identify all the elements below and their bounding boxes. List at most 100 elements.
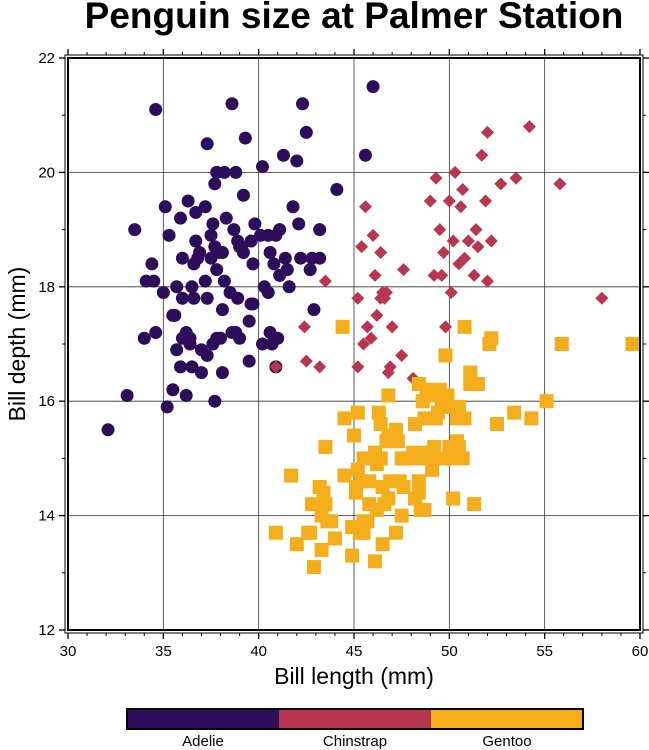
x-tick-label: 30 [60,643,77,660]
point-chinstrap-31 [437,245,451,259]
point-adelie-45 [206,217,220,231]
point-adelie-42 [200,348,214,362]
point-adelie-74 [238,131,252,145]
point-adelie-35 [193,245,207,259]
point-adelie-25 [181,194,195,208]
point-adelie-8 [149,326,163,340]
point-chinstrap-4 [318,274,332,288]
point-adelie-78 [244,234,258,248]
point-gentoo-70 [417,411,432,426]
point-chinstrap-45 [475,148,489,162]
point-gentoo-1 [284,468,299,483]
point-gentoo-40 [373,417,388,432]
point-chinstrap-43 [469,223,483,237]
point-gentoo-56 [396,480,411,494]
point-gentoo-10 [316,485,331,500]
point-adelie-59 [217,165,231,179]
point-chinstrap-34 [444,286,458,300]
y-tick-label: 22 [38,50,55,67]
point-adelie-105 [296,97,310,111]
point-chinstrap-44 [471,240,485,254]
point-gentoo-15 [327,531,342,546]
point-adelie-98 [278,251,292,265]
point-chinstrap-27 [427,268,441,282]
point-gentoo-64 [411,485,426,500]
point-adelie-38 [198,274,212,288]
point-adelie-6 [147,274,161,288]
point-gentoo-92 [451,399,466,414]
point-chinstrap-11 [364,331,378,345]
point-chinstrap-47 [480,274,494,288]
point-gentoo-35 [367,554,382,569]
legend-swatch-adelie [127,709,279,729]
point-gentoo-6 [306,560,321,575]
point-adelie-58 [217,274,231,288]
point-chinstrap-0 [269,360,283,374]
point-chinstrap-35 [446,234,460,248]
point-gentoo-21 [347,428,361,443]
point-adelie-67 [231,291,245,305]
x-tick-label: 35 [155,643,172,660]
legend-swatch-chinstrap [279,709,431,729]
x-tick-label: 55 [536,643,553,660]
point-gentoo-84 [440,388,455,403]
point-gentoo-103 [507,405,522,420]
point-gentoo-12 [318,439,333,454]
point-adelie-21 [175,251,189,265]
point-gentoo-104 [524,411,539,426]
legend-label-adelie: Adelie [182,733,224,750]
point-adelie-27 [183,331,197,345]
point-chinstrap-40 [458,251,472,265]
point-gentoo-46 [381,491,396,506]
point-gentoo-99 [470,377,485,392]
point-chinstrap-39 [456,183,470,197]
point-chinstrap-9 [358,200,372,214]
point-adelie-101 [286,200,300,214]
point-gentoo-14 [324,514,339,529]
point-gentoo-51 [388,422,403,437]
point-adelie-41 [200,137,214,151]
point-chinstrap-32 [439,320,453,334]
point-chinstrap-28 [429,171,443,185]
point-gentoo-97 [463,365,478,380]
point-gentoo-4 [303,525,318,540]
point-gentoo-93 [455,451,470,466]
point-adelie-111 [313,251,327,265]
point-chinstrap-13 [368,268,382,282]
point-chinstrap-46 [479,194,493,208]
point-gentoo-83 [438,348,453,363]
point-adelie-69 [233,331,247,345]
point-gentoo-2 [289,537,304,552]
point-gentoo-75 [427,439,442,454]
point-gentoo-106 [554,337,569,351]
point-gentoo-41 [373,451,388,466]
point-gentoo-68 [417,502,432,517]
point-chinstrap-24 [397,263,411,277]
point-chinstrap-36 [448,165,462,179]
point-adelie-80 [246,297,260,311]
point-chinstrap-7 [355,240,369,254]
point-chinstrap-41 [461,234,475,248]
point-adelie-84 [255,160,269,174]
point-adelie-102 [290,154,304,168]
point-gentoo-91 [451,439,466,454]
point-gentoo-102 [490,417,504,432]
point-adelie-106 [299,125,313,139]
point-chinstrap-51 [509,171,523,185]
point-adelie-10 [158,200,172,214]
point-chinstrap-14 [370,308,384,322]
point-adelie-79 [246,257,260,271]
point-gentoo-94 [457,411,472,426]
point-adelie-100 [282,280,296,294]
point-gentoo-34 [362,474,377,489]
point-adelie-50 [210,263,224,277]
point-adelie-97 [276,148,290,162]
point-gentoo-39 [371,405,386,420]
point-adelie-66 [229,165,243,179]
point-adelie-39 [198,200,212,214]
point-gentoo-98 [467,497,482,512]
point-gentoo-17 [337,468,352,483]
point-chinstrap-38 [454,200,468,214]
point-gentoo-0 [268,525,283,540]
point-gentoo-29 [356,525,371,540]
